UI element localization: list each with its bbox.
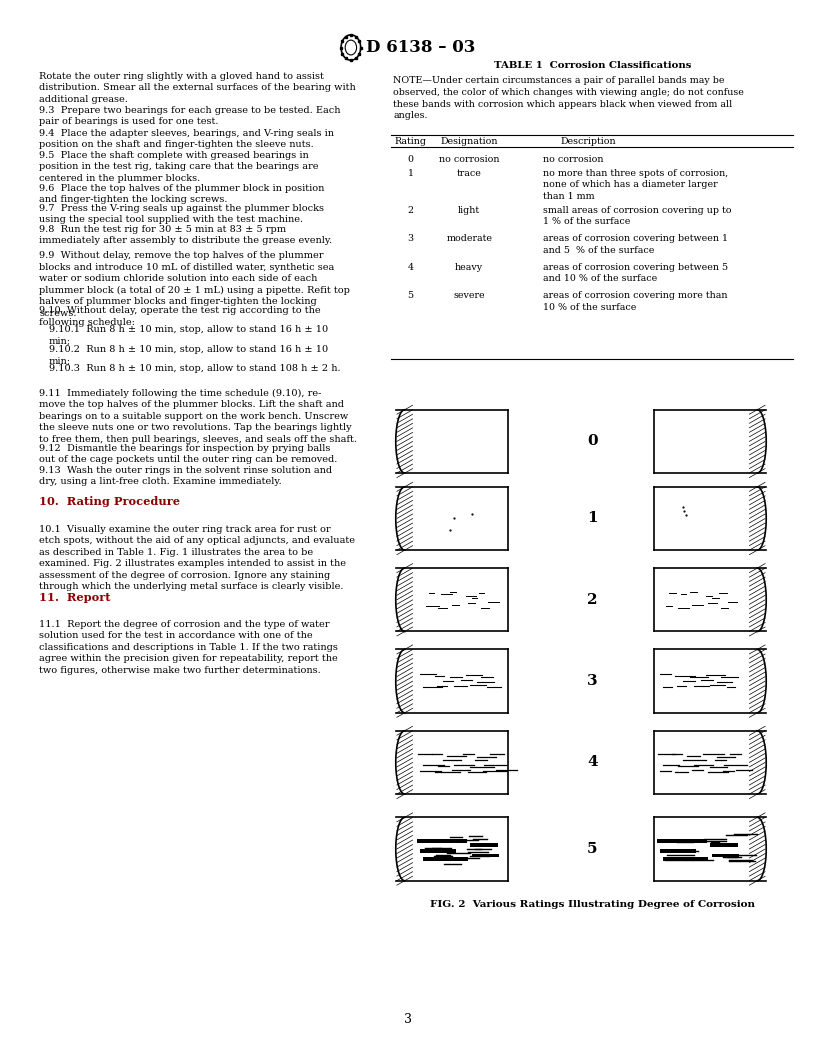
Text: 9.6  Place the top halves of the plummer block in position
and finger-tighten th: 9.6 Place the top halves of the plummer … bbox=[39, 184, 325, 204]
Text: 10.1  Visually examine the outer ring track area for rust or
etch spots, without: 10.1 Visually examine the outer ring tra… bbox=[39, 525, 355, 591]
Bar bbox=[470, 843, 498, 847]
Text: Designation: Designation bbox=[441, 137, 498, 147]
Text: 9.10.2  Run 8 h ± 10 min, stop, allow to stand 16 h ± 10
min;: 9.10.2 Run 8 h ± 10 min, stop, allow to … bbox=[49, 345, 328, 365]
Text: 9.3  Prepare two bearings for each grease to be tested. Each
pair of bearings is: 9.3 Prepare two bearings for each grease… bbox=[39, 106, 340, 126]
Text: trace: trace bbox=[457, 169, 481, 178]
Bar bbox=[472, 854, 499, 857]
Text: Description: Description bbox=[561, 137, 616, 147]
Text: areas of corrosion covering more than
10 % of the surface: areas of corrosion covering more than 10… bbox=[543, 291, 728, 312]
Text: 3: 3 bbox=[404, 1014, 412, 1026]
Text: 3: 3 bbox=[587, 674, 598, 689]
Text: 4: 4 bbox=[407, 263, 414, 272]
Text: 9.5  Place the shaft complete with greased bearings in
position in the test rig,: 9.5 Place the shaft complete with grease… bbox=[39, 151, 319, 183]
Text: FIG. 2  Various Ratings Illustrating Degree of Corrosion: FIG. 2 Various Ratings Illustrating Degr… bbox=[430, 900, 755, 909]
Text: 3: 3 bbox=[407, 234, 414, 244]
Text: Rating: Rating bbox=[394, 137, 427, 147]
Text: 0: 0 bbox=[407, 155, 414, 165]
Text: NOTE—Under certain circumstances a pair of parallel bands may be
observed, the c: NOTE—Under certain circumstances a pair … bbox=[393, 76, 744, 120]
Text: light: light bbox=[458, 206, 481, 215]
Text: 11.  Report: 11. Report bbox=[39, 592, 111, 603]
Text: Rotate the outer ring slightly with a gloved hand to assist
distribution. Smear : Rotate the outer ring slightly with a gl… bbox=[39, 72, 356, 103]
Text: 4: 4 bbox=[587, 755, 598, 770]
Bar bbox=[417, 838, 468, 844]
Bar bbox=[660, 849, 696, 853]
Text: 2: 2 bbox=[407, 206, 414, 215]
Text: 9.8  Run the test rig for 30 ± 5 min at 83 ± 5 rpm
immediately after assembly to: 9.8 Run the test rig for 30 ± 5 min at 8… bbox=[39, 225, 332, 245]
Text: areas of corrosion covering between 1
and 5  % of the surface: areas of corrosion covering between 1 an… bbox=[543, 234, 729, 254]
Text: 9.9  Without delay, remove the top halves of the plummer
blocks and introduce 10: 9.9 Without delay, remove the top halves… bbox=[39, 251, 350, 318]
Text: 11.1  Report the degree of corrosion and the type of water
solution used for the: 11.1 Report the degree of corrosion and … bbox=[39, 620, 338, 675]
Text: no corrosion: no corrosion bbox=[439, 155, 499, 165]
Text: 1: 1 bbox=[407, 169, 414, 178]
Text: 9.10.1  Run 8 h ± 10 min, stop, allow to stand 16 h ± 10
min;: 9.10.1 Run 8 h ± 10 min, stop, allow to … bbox=[49, 325, 328, 345]
Bar bbox=[423, 856, 468, 861]
Text: 9.10  Without delay, operate the test rig according to the
following schedule:: 9.10 Without delay, operate the test rig… bbox=[39, 306, 321, 326]
Text: 9.13  Wash the outer rings in the solvent rinse solution and
dry, using a lint-f: 9.13 Wash the outer rings in the solvent… bbox=[39, 466, 332, 486]
Text: areas of corrosion covering between 5
and 10 % of the surface: areas of corrosion covering between 5 an… bbox=[543, 263, 729, 283]
Text: 5: 5 bbox=[407, 291, 414, 301]
Text: 5: 5 bbox=[588, 842, 597, 856]
Text: 9.10.3  Run 8 h ± 10 min, stop, allow to stand 108 h ± 2 h.: 9.10.3 Run 8 h ± 10 min, stop, allow to … bbox=[49, 364, 340, 374]
Text: no more than three spots of corrosion,
none of which has a diameter larger
than : no more than three spots of corrosion, n… bbox=[543, 169, 729, 201]
Text: 9.12  Dismantle the bearings for inspection by prying balls
out of the cage pock: 9.12 Dismantle the bearings for inspecti… bbox=[39, 444, 338, 464]
Bar bbox=[657, 838, 707, 844]
Text: 9.11  Immediately following the time schedule (9.10), re-
move the top halves of: 9.11 Immediately following the time sche… bbox=[39, 389, 357, 444]
Text: D 6138 – 03: D 6138 – 03 bbox=[366, 39, 475, 56]
Text: moderate: moderate bbox=[446, 234, 492, 244]
Text: 10.  Rating Procedure: 10. Rating Procedure bbox=[39, 496, 180, 507]
Text: 9.4  Place the adapter sleeves, bearings, and V-ring seals in
position on the sh: 9.4 Place the adapter sleeves, bearings,… bbox=[39, 129, 335, 149]
Bar bbox=[663, 856, 708, 861]
Text: 0: 0 bbox=[587, 434, 598, 449]
Text: heavy: heavy bbox=[455, 263, 483, 272]
Text: no corrosion: no corrosion bbox=[543, 155, 604, 165]
Bar bbox=[712, 854, 739, 857]
Text: severe: severe bbox=[454, 291, 485, 301]
Bar bbox=[710, 843, 738, 847]
Text: TABLE 1  Corrosion Classifications: TABLE 1 Corrosion Classifications bbox=[494, 61, 691, 71]
Text: small areas of corrosion covering up to
1 % of the surface: small areas of corrosion covering up to … bbox=[543, 206, 732, 226]
Text: 1: 1 bbox=[587, 511, 598, 526]
Text: 2: 2 bbox=[588, 592, 597, 607]
Text: 9.7  Press the V-ring seals up against the plummer blocks
using the special tool: 9.7 Press the V-ring seals up against th… bbox=[39, 204, 324, 224]
Bar bbox=[420, 849, 456, 853]
